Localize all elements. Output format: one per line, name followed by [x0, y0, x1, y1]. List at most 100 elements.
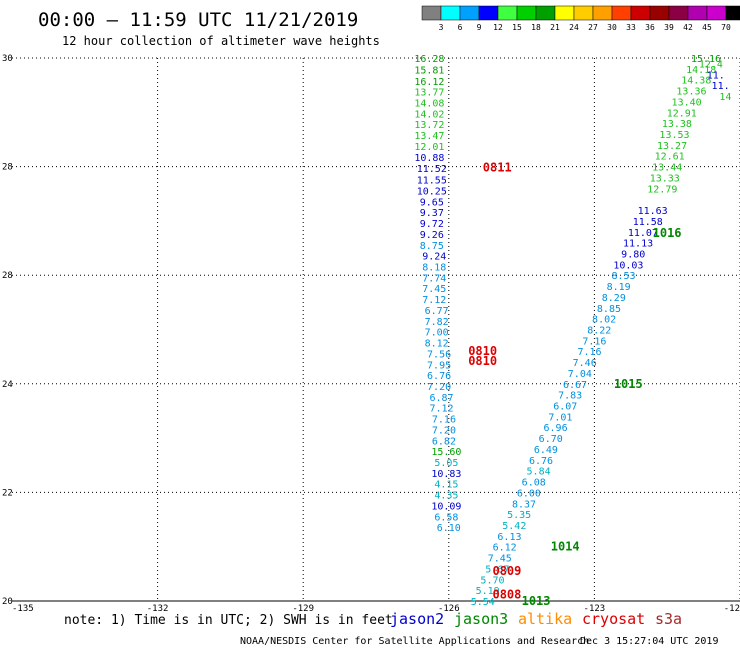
colorbar-swatch: [516, 5, 537, 21]
swh-value-label: 6.87: [429, 393, 453, 404]
y-tick-label: 24: [2, 380, 13, 390]
colorbar-label: 36: [645, 23, 655, 32]
swh-value-label: 7.20: [432, 425, 456, 436]
swh-value-label: 11.52: [417, 164, 447, 175]
swh-value-label: 11.07: [628, 228, 658, 239]
swh-value-label: 14: [719, 92, 731, 103]
swh-value-label: 9.26: [420, 230, 444, 241]
swh-value-label: 7.16: [577, 347, 601, 358]
swh-value-label: 9.65: [420, 197, 444, 208]
satellite-legend: jason2 jason3 altika cryosat s3a: [390, 610, 682, 628]
x-tick-label: -126: [438, 604, 460, 614]
swh-value-label: 8.12: [425, 339, 449, 350]
colorbar-label: 42: [683, 23, 693, 32]
colorbar-swatch: [649, 5, 670, 21]
swh-value-label: 8.22: [587, 326, 611, 337]
swh-value-label: 10.83: [431, 469, 461, 480]
swh-value-label: 10.09: [431, 501, 461, 512]
legend-jason3: jason3: [454, 610, 508, 628]
swh-value-label: 6.12: [493, 543, 517, 554]
footer-note: note: 1) Time is in UTC; 2) SWH is in fe…: [64, 613, 393, 628]
swh-value-label: 4.35: [434, 491, 458, 502]
swh-value-label: 7.04: [568, 369, 592, 380]
swh-value-label: 9.37: [420, 208, 444, 219]
swh-value-label: 7.16: [432, 415, 456, 426]
y-tick-label: 30: [2, 54, 13, 64]
swh-value-label: 7.45: [488, 554, 512, 565]
swh-value-label: 13.40: [672, 97, 702, 108]
colorbar-label: 33: [626, 23, 636, 32]
swh-value-label: 12.01: [414, 142, 444, 153]
swh-value-label: 6.76: [529, 456, 553, 467]
swh-value-label: 12.61: [655, 152, 685, 163]
x-tick-label: -123: [584, 604, 606, 614]
colorbar-swatch: [459, 5, 480, 21]
colorbar-swatch: [687, 5, 708, 21]
swh-value-label: 5.67: [485, 564, 509, 575]
swh-value-label: 7.20: [427, 382, 451, 393]
pass-time-label: 1015: [614, 377, 643, 391]
swh-value-label: 9.24: [422, 252, 446, 263]
y-tick-label: 22: [2, 488, 13, 498]
swh-value-label: 8.85: [597, 304, 621, 315]
swh-value-label: 13.36: [676, 87, 706, 98]
colorbar-label: 45: [702, 23, 712, 32]
swh-value-label: 8.75: [420, 241, 444, 252]
swh-value-label: 16.12: [414, 77, 444, 88]
colorbar-label: 9: [477, 23, 482, 32]
swh-value-label: 13.72: [414, 120, 444, 131]
swh-value-label: 6.58: [434, 512, 458, 523]
swh-value-label: 5.42: [502, 521, 526, 532]
colorbar-label: 27: [588, 23, 598, 32]
swh-value-label: 5.70: [480, 575, 504, 586]
swh-value-label: 6.82: [432, 436, 456, 447]
swh-value-label: 12.91: [667, 108, 697, 119]
swh-value-label: 14.02: [414, 109, 444, 120]
pass-time-label: 1016: [653, 226, 682, 240]
swh-value-label: 7.46: [573, 358, 597, 369]
swh-value-label: 7.12: [429, 404, 453, 415]
data-labels: 16.2815.8116.1213.7714.0814.0213.7213.47…: [414, 54, 731, 608]
swh-value-label: 8.37: [512, 499, 536, 510]
pass-time-label: 0808: [492, 587, 521, 601]
colorbar-swatch: [535, 5, 556, 21]
swh-value-label: 7.16: [582, 336, 606, 347]
pass-time-label: 1014: [551, 540, 580, 554]
colorbar-label: 18: [531, 23, 541, 32]
chart-subtitle: 12 hour collection of altimeter wave hei…: [62, 34, 380, 48]
swh-value-label: 11.: [707, 70, 725, 81]
swh-value-label: 12.4: [699, 59, 723, 70]
pass-time-label: 0810: [468, 354, 497, 368]
colorbar-swatch: [592, 5, 613, 21]
colorbar-swatch: [611, 5, 632, 21]
pass-time-label: 0809: [492, 564, 521, 578]
swh-value-label: 8.18: [422, 263, 446, 274]
swh-value-label: 5.35: [507, 510, 531, 521]
swh-value-label: 13.53: [659, 130, 689, 141]
swh-value-label: 9.72: [420, 219, 444, 230]
swh-value-label: 6.67: [563, 380, 587, 391]
swh-value-label: 15.60: [431, 447, 461, 458]
x-tick-label: -135: [12, 604, 34, 614]
swh-value-label: 14.18: [686, 65, 716, 76]
plot-area: [12, 58, 740, 601]
swh-value-label: 14.38: [681, 76, 711, 87]
swh-value-label: 11.55: [417, 176, 447, 187]
swh-value-label: 13.27: [657, 141, 687, 152]
swh-value-label: 5.84: [527, 467, 551, 478]
swh-value-label: 5.54: [471, 597, 495, 608]
swh-value-label: 9.80: [621, 249, 645, 260]
swh-value-label: 8.29: [602, 293, 626, 304]
swh-value-label: 6.70: [539, 434, 563, 445]
swh-value-label: 7.83: [558, 391, 582, 402]
swh-value-label: 10.88: [414, 153, 444, 164]
swh-value-label: 11.13: [623, 239, 653, 250]
swh-value-label: 6.08: [522, 478, 546, 489]
y-tick-labels: 20 22 24 28 28 30: [2, 54, 13, 607]
swh-value-label: 10.25: [417, 186, 447, 197]
swh-value-label: 10.03: [613, 260, 643, 271]
colorbar-swatch: [706, 5, 727, 21]
